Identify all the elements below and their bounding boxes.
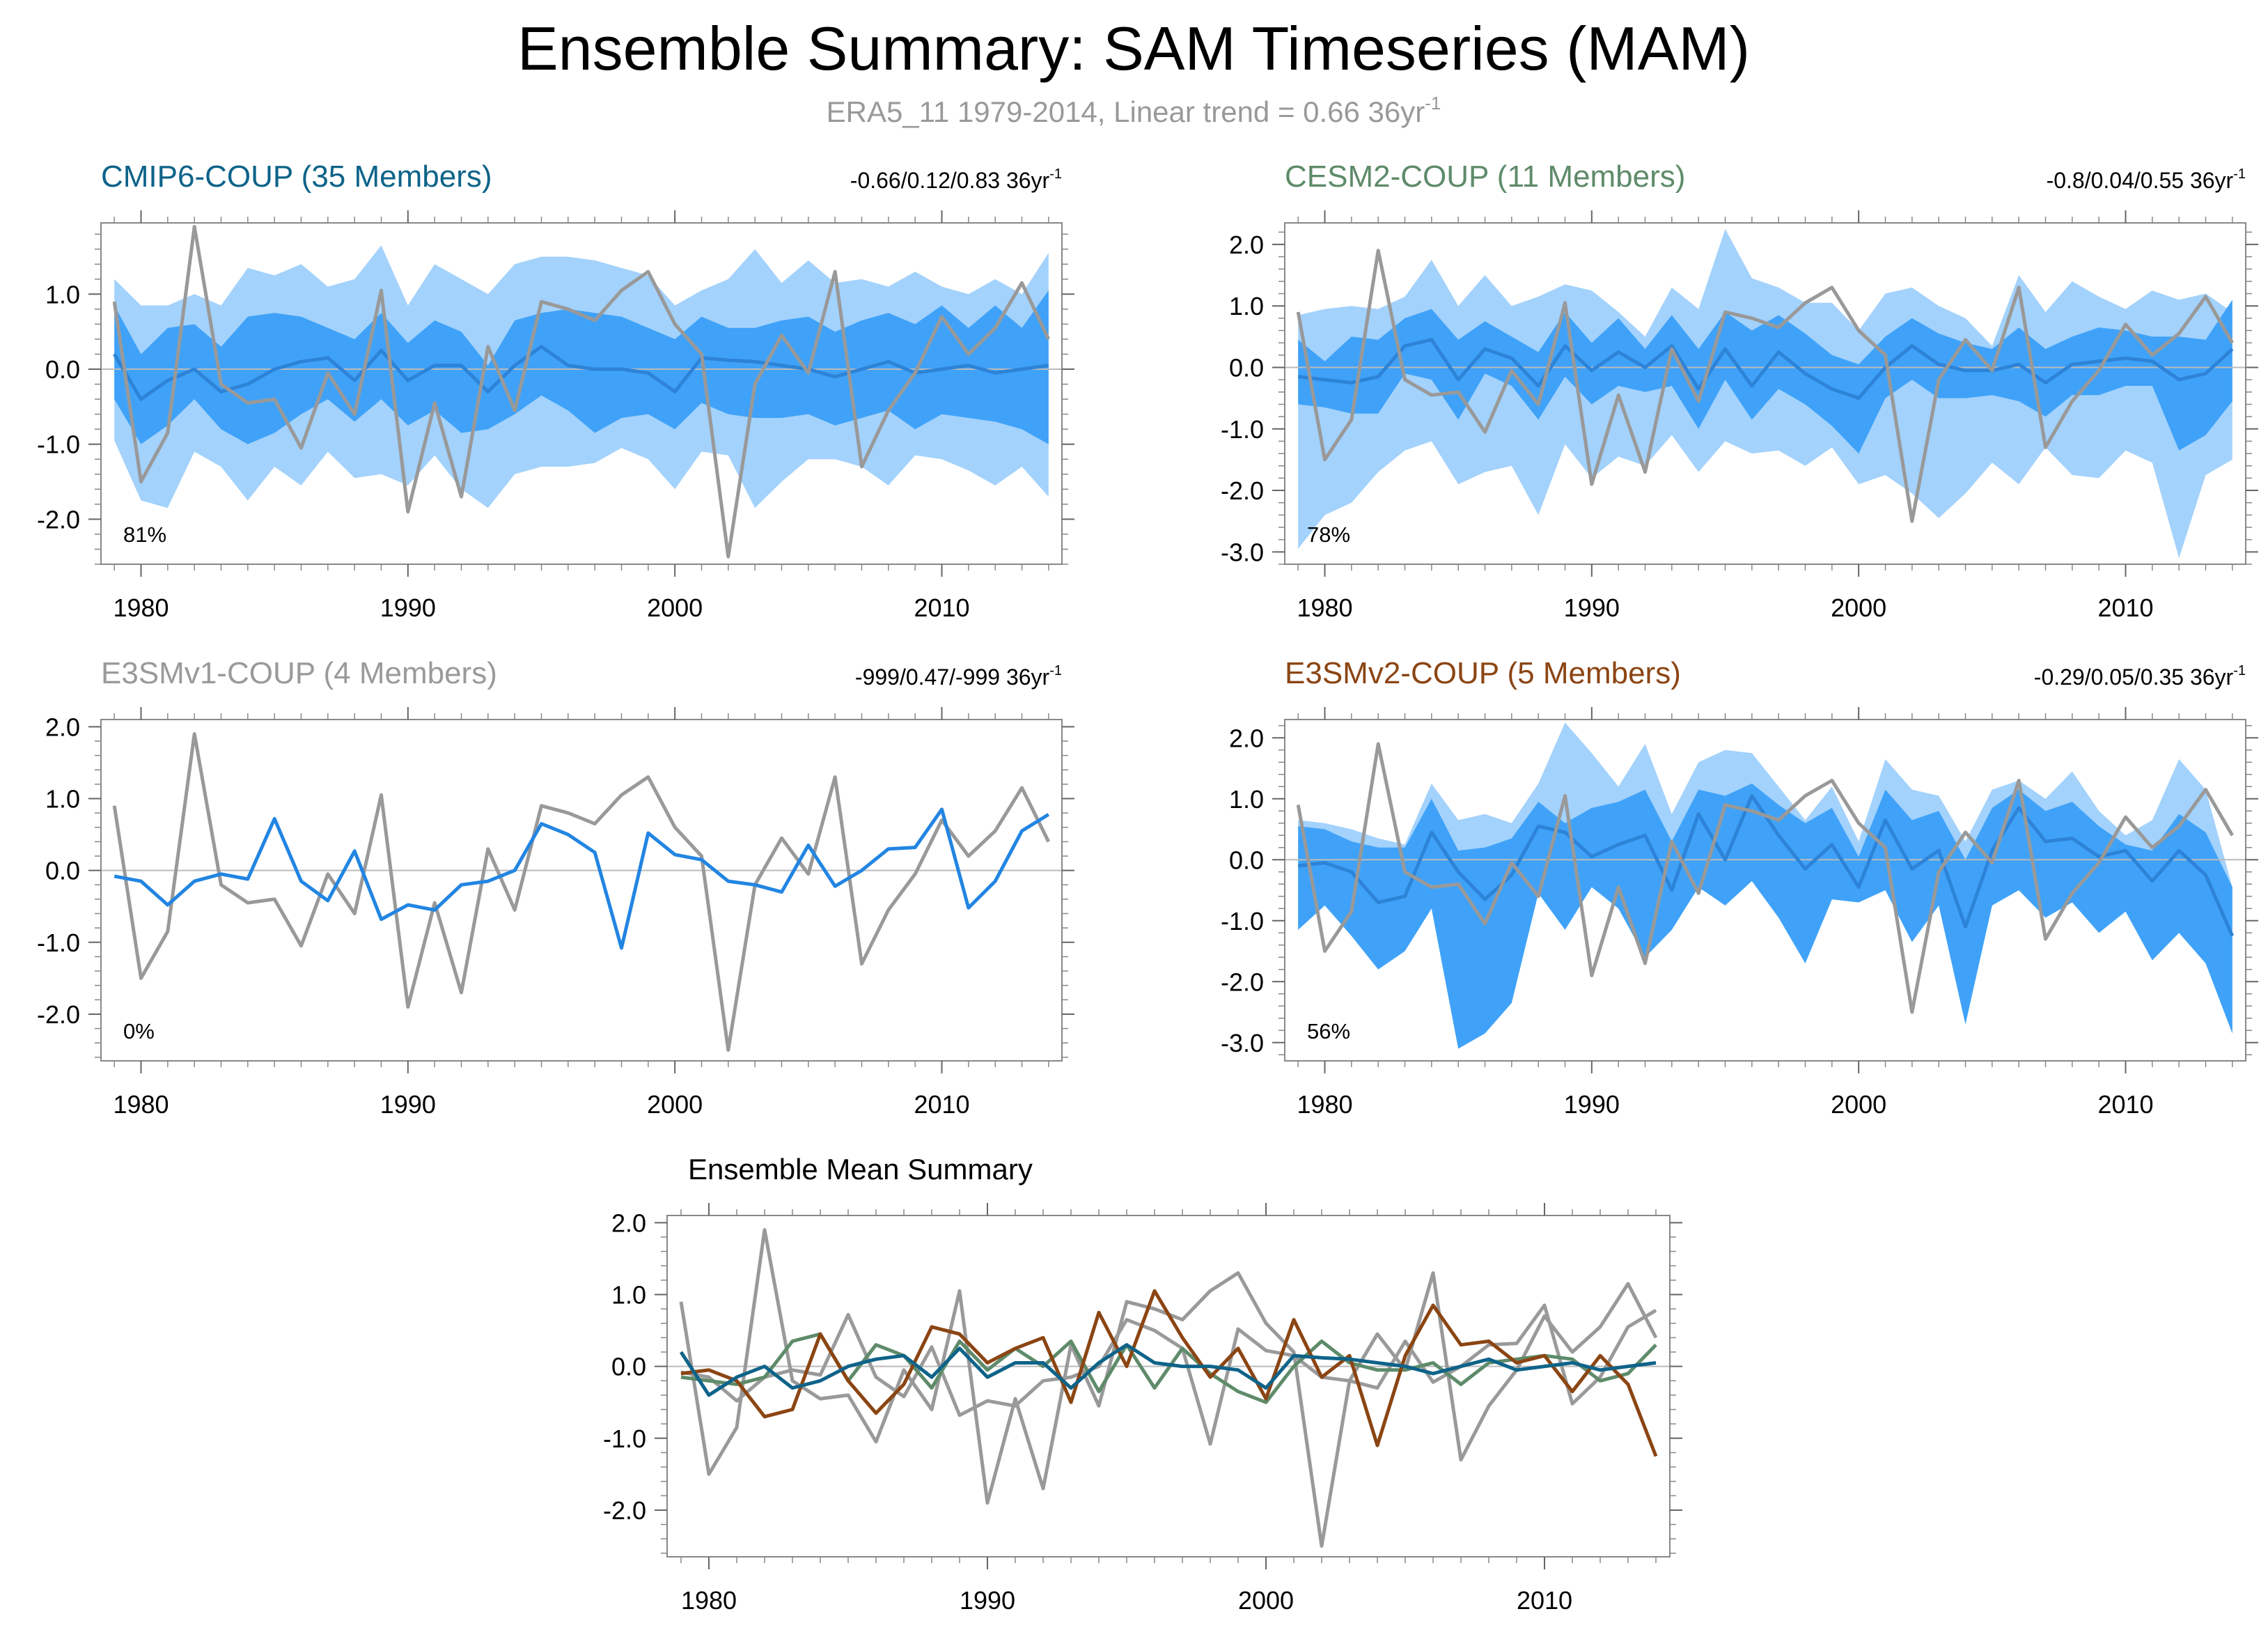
panels-container: -2.0 -1.0 0.0 1.0 1980 1990 2000 2010 CMIP6-COUP… (37, 160, 2258, 1615)
subtitle-text: ERA5_11 1979-2014, Linear trend = 0.66 3… (827, 95, 1425, 128)
y-tick-label: -2.0 (37, 505, 80, 534)
trend-stats-superscript: -1 (2233, 663, 2246, 678)
plot-frame (100, 719, 1063, 1062)
trend-stats: -999/0.47/-999 36yr-1 (855, 663, 1062, 690)
x-tick-label: 2000 (1831, 1090, 1886, 1119)
y-tick-label: 2.0 (1229, 231, 1264, 259)
x-tick-label: 1980 (113, 593, 169, 622)
panel-cmip6: -2.0 -1.0 0.0 1.0 1980 1990 2000 2010 CMIP6-COUP… (37, 160, 1074, 622)
inner-spread-band (1298, 300, 2232, 454)
y-tick-label: -1.0 (37, 430, 80, 459)
ensemble-mean-line (113, 345, 1049, 401)
y-tick-label: 1.0 (1229, 785, 1264, 814)
panel-title: CMIP6-COUP (35 Members) (101, 160, 492, 194)
y-tick-label: -2.0 (1221, 476, 1264, 505)
trend-stats-superscript: -1 (1049, 166, 1062, 182)
panel-cesm2: -3.0 -2.0 -1.0 0.0 1.0 2.0 1980 1990 2000 2010 CES… (1221, 160, 2258, 622)
trend-stats-text: -999/0.47/-999 36yr (855, 665, 1050, 690)
x-tick-label: 2010 (1517, 1586, 1572, 1615)
x-tick-label: 2000 (1238, 1586, 1294, 1615)
y-tick-label: 1.0 (45, 280, 80, 309)
panel-e3smv2: -3.0 -2.0 -1.0 0.0 1.0 2.0 1980 1990 2000 2010 E3S… (1221, 656, 2258, 1119)
x-tick-label: 2010 (914, 593, 969, 622)
trend-stats: -0.29/0.05/0.35 36yr-1 (2034, 663, 2246, 690)
trend-stats: -0.8/0.04/0.55 36yr-1 (2047, 166, 2246, 193)
panel-e3smv1: -2.0 -1.0 0.0 1.0 2.0 1980 1990 2000 2010 E3SMv1-… (37, 656, 1074, 1119)
trend-stats-superscript: -1 (2233, 166, 2246, 182)
x-tick-label: 2000 (647, 1090, 703, 1119)
inner-spread-band (1298, 783, 2232, 1049)
plot-area (1285, 228, 2246, 559)
x-tick-label: 1980 (681, 1586, 737, 1615)
plot-area (101, 224, 1062, 559)
observed-era5-line (1296, 742, 2234, 1014)
percent-label: 0% (123, 1019, 155, 1043)
x-tick-label: 1990 (960, 1586, 1015, 1615)
observed-era5-line (112, 732, 1051, 1052)
panel-title: Ensemble Mean Summary (688, 1153, 1033, 1186)
plot-frame (1284, 222, 2246, 565)
trend-stats-superscript: -1 (1049, 663, 1062, 678)
plot-frame (100, 222, 1063, 565)
observed-era5-line (1296, 249, 2234, 523)
ensemble-mean-line (114, 807, 1050, 950)
x-tick-label: 1990 (1564, 1090, 1620, 1119)
plot-area (1285, 722, 2246, 1049)
y-tick-label: 1.0 (45, 784, 80, 813)
x-tick-label: 2000 (647, 593, 703, 622)
x-tick-label: 2010 (2097, 593, 2153, 622)
plot-frame (666, 1215, 1671, 1558)
panel-summary: -2.0 -1.0 0.0 1.0 2.0 1980 1990 2000 2010 Ensembl… (603, 1153, 1682, 1615)
x-tick-label: 2010 (914, 1090, 969, 1119)
y-tick-label: -3.0 (1221, 538, 1264, 566)
y-tick-label: -1.0 (1221, 907, 1264, 935)
panel-title: E3SMv1-COUP (4 Members) (101, 656, 497, 690)
x-tick-label: 1980 (1297, 1090, 1352, 1119)
y-tick-label: 0.0 (1229, 353, 1264, 382)
y-tick-label: 1.0 (611, 1280, 646, 1309)
x-tick-label: 1990 (380, 1090, 436, 1119)
x-tick-label: 2000 (1831, 593, 1886, 622)
y-tick-label: -2.0 (37, 1000, 80, 1029)
x-tick-label: 1990 (380, 593, 436, 622)
panel-title: CESM2-COUP (11 Members) (1285, 160, 1685, 194)
ensemble-mean-line (1297, 338, 2234, 401)
y-tick-label: -3.0 (1221, 1029, 1264, 1057)
y-tick-label: 2.0 (611, 1209, 646, 1237)
subtitle-superscript: -1 (1425, 93, 1441, 114)
y-tick-label: 1.0 (1229, 292, 1264, 320)
x-tick-label: 1980 (113, 1090, 169, 1119)
figure-subtitle: ERA5_11 1979-2014, Linear trend = 0.66 3… (827, 93, 1441, 128)
panel-title: E3SMv2-COUP (5 Members) (1285, 656, 1681, 690)
percent-label: 78% (1307, 522, 1350, 547)
plot-area (101, 732, 1062, 1052)
x-tick-label: 2010 (2097, 1090, 2153, 1119)
x-tick-label: 1980 (1297, 593, 1352, 622)
series-line-cmip6-coup (679, 1343, 1657, 1397)
percent-label: 81% (123, 522, 166, 547)
observed-era5-line (112, 224, 1051, 559)
trend-stats-text: -0.8/0.04/0.55 36yr (2047, 168, 2234, 193)
figure-title: Ensemble Summary: SAM Timeseries (MAM) (517, 14, 1750, 83)
series-line-e3smv2-coup (680, 1289, 1658, 1457)
y-tick-label: -2.0 (1221, 968, 1264, 996)
trend-stats: -0.66/0.12/0.83 36yr-1 (850, 166, 1062, 193)
y-tick-label: 0.0 (45, 857, 80, 885)
plot-area (667, 1228, 1670, 1548)
y-tick-label: 2.0 (1229, 724, 1264, 752)
y-tick-label: 2.0 (45, 713, 80, 741)
trend-stats-text: -0.29/0.05/0.35 36yr (2034, 665, 2234, 690)
trend-stats-text: -0.66/0.12/0.83 36yr (850, 168, 1050, 193)
y-tick-label: -2.0 (603, 1496, 646, 1525)
y-tick-label: 0.0 (45, 355, 80, 384)
y-tick-label: -1.0 (603, 1424, 646, 1453)
y-tick-label: 0.0 (611, 1353, 646, 1381)
x-tick-label: 1990 (1564, 593, 1620, 622)
percent-label: 56% (1307, 1019, 1350, 1043)
plot-frame (1284, 719, 2246, 1062)
y-tick-label: -1.0 (37, 929, 80, 957)
y-tick-label: -1.0 (1221, 415, 1264, 444)
y-tick-label: 0.0 (1229, 846, 1264, 874)
